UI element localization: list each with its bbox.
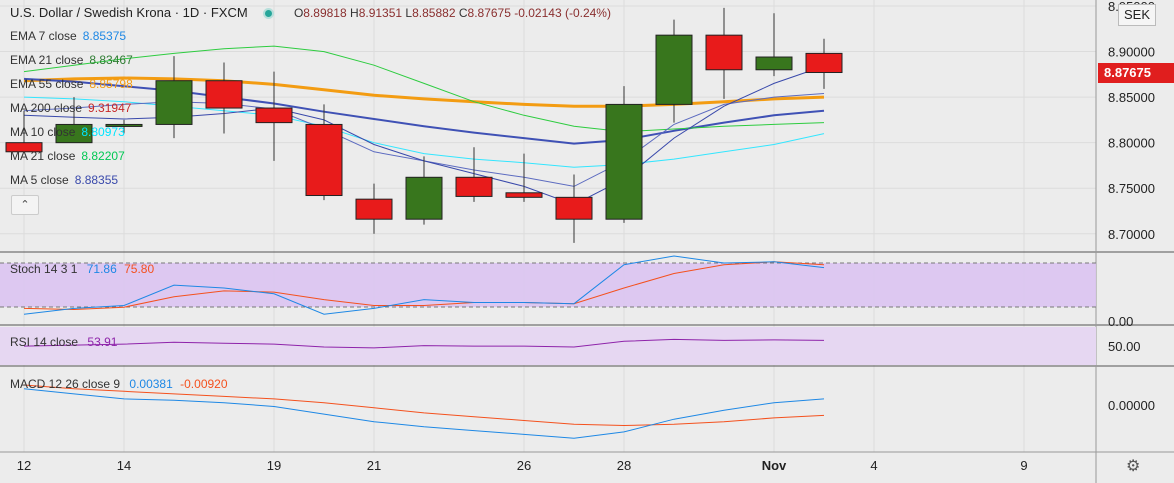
rsi-label: RSI 14 close: [10, 335, 79, 349]
candle-body: [705, 34, 743, 71]
open-value: 8.89818: [303, 6, 347, 20]
symbol-header: U.S. Dollar / Swedish Krona · 1D · FXCM …: [10, 5, 611, 20]
x-tick-label: 12: [17, 458, 31, 473]
indicator-legend-item[interactable]: MA 200 close 9.31947: [10, 101, 131, 115]
candle-body: [355, 198, 393, 220]
series-line: [23, 76, 825, 108]
stoch-legend[interactable]: Stoch 14 3 1 71.86 75.80: [10, 262, 154, 276]
indicator-legend-item[interactable]: MA 21 close 8.82207: [10, 149, 125, 163]
indicator-name: EMA 21 close: [10, 53, 84, 67]
indicator-legend-item[interactable]: EMA 55 close 8.85798: [10, 77, 133, 91]
rsi-tick-label: 50.00: [1108, 339, 1141, 354]
chevron-up-icon[interactable]: ⌃: [11, 195, 39, 215]
candle-body: [555, 196, 593, 220]
candle-body: [805, 52, 843, 74]
low-value: 8.85882: [412, 6, 456, 20]
candle-body: [205, 80, 243, 109]
stoch-band: [0, 263, 1096, 307]
macd-line: [23, 388, 825, 439]
candle-body: [505, 192, 543, 198]
indicator-legend-item[interactable]: EMA 7 close 8.85375: [10, 29, 126, 43]
indicator-name: MA 5 close: [10, 173, 69, 187]
market-status-dot: [263, 8, 275, 20]
gear-icon[interactable]: ⚙: [1126, 458, 1141, 475]
symbol-title: U.S. Dollar / Swedish Krona · 1D · FXCM: [10, 5, 248, 20]
y-tick-label: 8.90000: [1108, 45, 1155, 60]
rsi-value: 53.91: [87, 335, 118, 349]
indicator-legend-item[interactable]: MA 5 close 8.88355: [10, 173, 118, 187]
indicator-value: 8.82207: [81, 149, 125, 163]
change-value: -0.02143 (-0.24%): [514, 6, 611, 20]
macd-legend[interactable]: MACD 12 26 close 9 0.00381 -0.00920: [10, 377, 228, 391]
x-tick-label: 4: [870, 458, 877, 473]
x-tick-label: 14: [117, 458, 131, 473]
rsi-legend[interactable]: RSI 14 close 53.91: [10, 335, 117, 349]
close-value: 8.87675: [467, 6, 511, 20]
y-tick-label: 8.75000: [1108, 181, 1155, 196]
stoch-k-value: 71.86: [86, 262, 117, 276]
macd-value: 0.00381: [129, 377, 173, 391]
x-tick-label: 19: [267, 458, 281, 473]
indicator-name: EMA 7 close: [10, 29, 77, 43]
rsi-line: [23, 338, 825, 349]
x-tick-label: Nov: [762, 458, 787, 473]
candle-body: [455, 176, 493, 197]
stoch-label: Stoch 14 3 1: [10, 262, 78, 276]
x-tick-label: 26: [517, 458, 531, 473]
indicator-value: 8.88355: [74, 173, 119, 187]
y-tick-label: 8.70000: [1108, 227, 1155, 242]
indicator-value: 8.83467: [89, 53, 133, 67]
candle-body: [155, 80, 193, 125]
candle-body: [755, 56, 793, 71]
stoch-tick-label: 0.00: [1108, 314, 1133, 329]
candle-body: [255, 107, 293, 124]
stoch-d-value: 75.80: [124, 262, 155, 276]
x-tick-label: 21: [367, 458, 381, 473]
indicator-name: MA 200 close: [10, 101, 83, 115]
candle-body: [605, 103, 643, 220]
indicator-name: MA 10 close: [10, 125, 76, 139]
candle-body: [655, 34, 693, 105]
x-tick-label: 28: [617, 458, 631, 473]
indicator-value: 8.80973: [81, 125, 125, 139]
y-tick-label: 8.85000: [1108, 90, 1155, 105]
indicator-legend-item[interactable]: MA 10 close 8.80973: [10, 125, 125, 139]
indicator-value: 8.85798: [89, 77, 133, 91]
ohlc-readout: O8.89818 H8.91351 L8.85882 C8.87675 -0.0…: [293, 6, 611, 20]
macd-signal-value: -0.00920: [180, 377, 228, 391]
rsi-band: [0, 327, 1096, 365]
indicator-name: MA 21 close: [10, 149, 76, 163]
indicator-legend-item[interactable]: EMA 21 close 8.83467: [10, 53, 133, 67]
currency-button[interactable]: SEK: [1118, 4, 1156, 26]
high-value: 8.91351: [358, 6, 403, 20]
macd-signal-line: [23, 384, 825, 427]
indicator-name: EMA 55 close: [10, 77, 84, 91]
candle-body: [405, 176, 443, 220]
x-tick-label: 9: [1020, 458, 1027, 473]
candle-body: [305, 123, 343, 197]
series-line: [23, 45, 825, 133]
macd-label: MACD 12 26 close 9: [10, 377, 121, 391]
candle-body: [105, 123, 143, 127]
stoch-d-line: [23, 261, 825, 311]
macd-tick-label: 0.00000: [1108, 398, 1155, 413]
candle-body: [5, 142, 43, 153]
candle-body: [55, 123, 93, 144]
indicator-value: 8.85375: [82, 29, 127, 43]
stoch-k-line: [23, 255, 825, 315]
series-line: [23, 77, 825, 145]
y-tick-label: 8.80000: [1108, 136, 1155, 151]
indicator-value: 9.31947: [88, 101, 132, 115]
last-price-tag: 8.87675: [1098, 63, 1174, 83]
